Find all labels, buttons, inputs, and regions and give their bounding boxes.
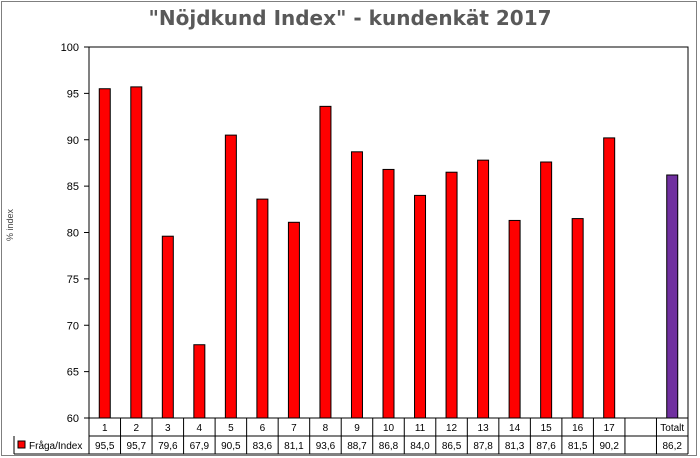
bar [445,171,458,419]
data-label: 93,6 [316,441,336,452]
bar [350,151,363,419]
y-tick-label: 95 [67,88,79,100]
data-label: 90,5 [221,441,241,452]
x-tick-label: 2 [134,423,140,434]
data-label: 79,6 [158,441,178,452]
x-tick-label: 14 [509,423,521,434]
y-tick-label: 90 [67,135,79,147]
data-label: 88,7 [347,441,367,452]
x-tick-label: 17 [604,423,616,434]
bar [98,88,111,419]
bar [414,194,427,419]
data-label: 81,5 [568,441,588,452]
x-tick-label: 11 [415,423,426,434]
x-tick-label: 9 [354,423,360,434]
x-tick-label: 1 [102,423,108,434]
data-label: 83,6 [253,441,273,452]
bar [477,159,490,419]
data-label: 84,0 [410,441,430,452]
data-label: 95,7 [127,441,147,452]
x-tick-label: 5 [228,423,234,434]
data-label: 86,2 [663,441,683,452]
bar [287,221,300,419]
data-label: 86,5 [442,441,462,452]
bar [161,235,174,419]
data-label: 86,8 [379,441,399,452]
x-tick-label: 6 [260,423,266,434]
data-label: 67,9 [190,441,210,452]
bar [130,86,143,419]
x-tick-label: 8 [323,423,329,434]
bar [540,161,553,419]
x-tick-label: 4 [197,423,203,434]
data-label: 95,5 [95,441,115,452]
y-tick-label: 65 [67,367,79,379]
data-label: 87,6 [536,441,556,452]
bar [224,134,237,419]
data-label: 81,3 [505,441,525,452]
bar-total [666,174,679,419]
data-label: 90,2 [599,441,619,452]
y-tick-label: 80 [67,228,79,240]
data-label: 81,1 [284,441,304,452]
x-tick-label: 15 [541,423,553,434]
data-label: 87,8 [473,441,493,452]
y-tick-label: 85 [67,181,79,193]
bar [193,344,206,419]
bar [571,218,584,419]
x-tick-label: 16 [572,423,584,434]
bar [603,137,616,419]
x-tick-label: Totalt [660,423,684,434]
bar [382,168,395,419]
x-tick-label: 10 [383,423,395,434]
y-tick-label: 100 [61,42,79,54]
x-tick-label: 12 [446,423,458,434]
y-tick-label: 60 [67,413,79,425]
y-tick-label: 70 [67,320,79,332]
legend-label: Fråga/Index [29,440,82,452]
x-tick-label: 7 [291,423,297,434]
bar [319,105,332,419]
bar [256,198,269,419]
x-tick-label: 3 [165,423,171,434]
x-tick-label: 13 [478,423,490,434]
bar [508,219,521,419]
legend-key [17,440,26,449]
y-tick-label: 75 [67,274,79,286]
chart-title: "Nöjdkund Index" - kundenkät 2017 [148,6,552,30]
